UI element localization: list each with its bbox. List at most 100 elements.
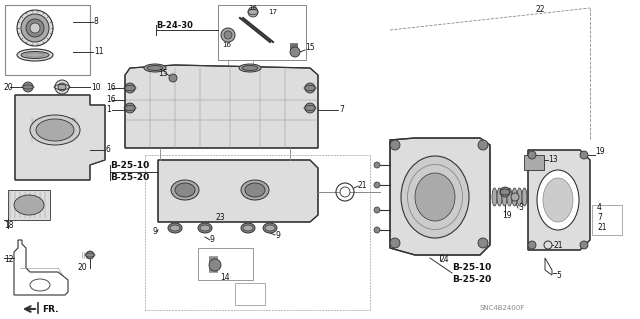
Ellipse shape: [543, 178, 573, 222]
Ellipse shape: [241, 223, 255, 233]
Circle shape: [580, 241, 588, 249]
Text: 12: 12: [4, 256, 13, 264]
Text: 15: 15: [305, 43, 315, 53]
Ellipse shape: [263, 223, 277, 233]
Text: 20: 20: [4, 83, 13, 92]
Circle shape: [478, 238, 488, 248]
Ellipse shape: [522, 188, 527, 206]
Text: 5: 5: [556, 271, 561, 279]
Text: B-25-10: B-25-10: [452, 263, 492, 272]
Circle shape: [374, 182, 380, 188]
Ellipse shape: [243, 225, 253, 231]
Ellipse shape: [537, 170, 579, 230]
Circle shape: [221, 28, 235, 42]
Ellipse shape: [415, 173, 455, 221]
Text: 20: 20: [77, 263, 87, 272]
Bar: [218, 5, 306, 60]
Ellipse shape: [168, 223, 182, 233]
Ellipse shape: [144, 64, 166, 72]
Ellipse shape: [512, 188, 517, 206]
Circle shape: [374, 227, 380, 233]
Ellipse shape: [497, 188, 502, 206]
Text: B-25-20: B-25-20: [452, 276, 492, 285]
Text: 9: 9: [275, 231, 280, 240]
Text: 18: 18: [4, 221, 13, 231]
Text: 19: 19: [595, 147, 605, 157]
Text: 24: 24: [440, 256, 450, 264]
Ellipse shape: [492, 188, 497, 206]
Text: 10: 10: [91, 83, 100, 92]
Ellipse shape: [401, 156, 469, 238]
Text: 7: 7: [339, 106, 344, 115]
Text: 3: 3: [518, 204, 523, 212]
Text: 19: 19: [502, 211, 512, 219]
Circle shape: [224, 31, 232, 39]
Text: 9: 9: [210, 235, 215, 244]
Text: FR.: FR.: [42, 305, 58, 314]
Text: 16: 16: [248, 5, 257, 11]
Circle shape: [248, 7, 258, 17]
Circle shape: [340, 187, 350, 197]
Bar: [592, 205, 622, 235]
Circle shape: [55, 80, 69, 94]
Bar: [8, 190, 50, 220]
Circle shape: [528, 151, 536, 159]
Ellipse shape: [198, 223, 212, 233]
Text: 22: 22: [535, 5, 545, 14]
Ellipse shape: [517, 188, 522, 206]
Text: 16: 16: [106, 95, 116, 105]
Text: 7: 7: [597, 213, 602, 222]
Circle shape: [374, 207, 380, 213]
Circle shape: [21, 14, 49, 42]
Circle shape: [374, 162, 380, 168]
Circle shape: [511, 193, 519, 201]
Ellipse shape: [175, 183, 195, 197]
Text: 9: 9: [152, 227, 157, 236]
Ellipse shape: [36, 119, 74, 141]
Text: 21: 21: [553, 241, 563, 249]
Ellipse shape: [14, 195, 44, 215]
Text: 11: 11: [94, 48, 104, 56]
Polygon shape: [125, 65, 318, 148]
Text: B-25-20: B-25-20: [110, 173, 149, 182]
Bar: [524, 155, 544, 170]
Text: 16: 16: [222, 42, 231, 48]
Text: 8: 8: [94, 18, 99, 26]
Circle shape: [290, 47, 300, 57]
Circle shape: [17, 10, 53, 46]
Ellipse shape: [507, 188, 512, 206]
Text: 21: 21: [597, 224, 607, 233]
Ellipse shape: [147, 65, 163, 70]
Circle shape: [125, 103, 135, 113]
Circle shape: [390, 140, 400, 150]
Text: B-25-10: B-25-10: [110, 160, 149, 169]
Circle shape: [26, 19, 44, 37]
Text: 14: 14: [220, 273, 230, 283]
Bar: [198, 248, 253, 280]
Text: 6: 6: [106, 145, 111, 154]
Circle shape: [500, 187, 510, 197]
Polygon shape: [390, 138, 490, 255]
Circle shape: [23, 82, 33, 92]
Text: 17: 17: [268, 9, 277, 15]
Bar: [235, 283, 265, 305]
Text: SNC4B2400F: SNC4B2400F: [480, 305, 525, 311]
Circle shape: [478, 140, 488, 150]
Bar: [62, 118, 74, 126]
Ellipse shape: [171, 180, 199, 200]
Ellipse shape: [239, 64, 261, 72]
Ellipse shape: [502, 188, 507, 206]
Ellipse shape: [245, 183, 265, 197]
Circle shape: [390, 238, 400, 248]
Text: 13: 13: [548, 155, 557, 165]
Text: 15: 15: [158, 69, 168, 78]
Circle shape: [125, 83, 135, 93]
Ellipse shape: [30, 115, 80, 145]
Text: 1: 1: [106, 106, 111, 115]
Circle shape: [30, 23, 40, 33]
Circle shape: [305, 83, 315, 93]
Ellipse shape: [265, 225, 275, 231]
Text: 21: 21: [358, 181, 367, 189]
Text: B-24-30: B-24-30: [156, 20, 193, 29]
Ellipse shape: [21, 51, 49, 58]
